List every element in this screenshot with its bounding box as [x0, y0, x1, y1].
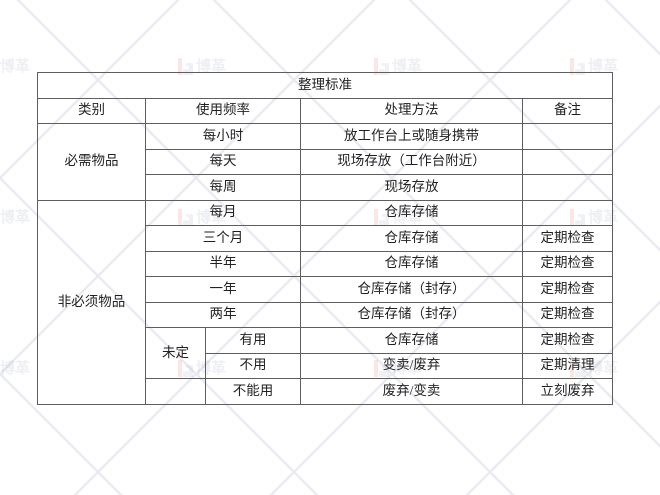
remark-half-year: 定期检查 — [522, 250, 613, 277]
table-row: 必需物品 每小时 放工作台上或随身携带 — [37, 123, 613, 201]
remark-useful: 定期检查 — [522, 327, 613, 354]
sub-unused: 不用 — [205, 352, 301, 379]
frequency-hourly: 每小时 — [145, 123, 301, 150]
sub-unusable: 不能用 — [205, 378, 301, 405]
frequency-undetermined: 未定 — [145, 327, 206, 379]
remark-monthly — [522, 199, 613, 226]
frequency-monthly: 每月 — [145, 199, 301, 226]
method-half-year: 仓库存储 — [300, 250, 523, 277]
method-daily: 现场存放（工作台附近） — [300, 148, 523, 175]
header-remark: 备注 — [522, 97, 613, 124]
remark-three-months: 定期检查 — [522, 225, 613, 252]
brand-watermark: 博革 — [0, 58, 30, 75]
frequency-two-years: 两年 — [145, 301, 301, 328]
method-three-months: 仓库存储 — [300, 225, 523, 252]
remark-two-years: 定期检查 — [522, 301, 613, 328]
category-required: 必需物品 — [37, 123, 146, 201]
frequency-daily: 每天 — [145, 148, 301, 175]
table-header-row: 类别 使用频率 处理方法 备注 — [37, 97, 613, 124]
brand-watermark: 博革 — [0, 360, 30, 377]
brand-watermark: 博革 — [0, 209, 30, 226]
tidy-standard-table: 整理标准 类别 使用频率 处理方法 备注 必需物品 每小时 放工作台上或随身携带… — [37, 72, 613, 405]
method-two-years: 仓库存储（封存） — [300, 301, 523, 328]
remark-one-year: 定期检查 — [522, 276, 613, 303]
header-method: 处理方法 — [300, 97, 523, 124]
header-category: 类别 — [37, 97, 146, 124]
standard-table-container: 整理标准 类别 使用频率 处理方法 备注 必需物品 每小时 放工作台上或随身携带… — [37, 72, 613, 405]
method-unusable: 废弃/变卖 — [300, 378, 523, 405]
method-weekly: 现场存放 — [300, 174, 523, 201]
brand-watermark-text: 博革 — [0, 57, 31, 75]
remark-daily — [522, 148, 613, 175]
header-frequency: 使用频率 — [145, 97, 301, 124]
method-one-year: 仓库存储（封存） — [300, 276, 523, 303]
remark-weekly — [522, 174, 613, 201]
table-row: 非必须物品 每月 仓库存储 — [37, 199, 613, 405]
remark-unusable: 立刻废弃 — [522, 378, 613, 405]
brand-watermark-text: 博革 — [0, 359, 31, 377]
method-useful: 仓库存储 — [300, 327, 523, 354]
method-unused: 变卖/废弃 — [300, 352, 523, 379]
frequency-one-year: 一年 — [145, 276, 301, 303]
table-title-row: 整理标准 — [37, 72, 613, 99]
method-monthly: 仓库存储 — [300, 199, 523, 226]
frequency-half-year: 半年 — [145, 250, 301, 277]
remark-hourly — [522, 123, 613, 150]
frequency-three-months: 三个月 — [145, 225, 301, 252]
sub-useful: 有用 — [205, 327, 301, 354]
remark-unused: 定期清理 — [522, 352, 613, 379]
frequency-blank — [145, 378, 206, 405]
table-title: 整理标准 — [37, 72, 613, 99]
frequency-weekly: 每周 — [145, 174, 301, 201]
category-non-required: 非必须物品 — [37, 199, 146, 405]
method-hourly: 放工作台上或随身携带 — [300, 123, 523, 150]
brand-watermark-text: 博革 — [0, 208, 31, 226]
